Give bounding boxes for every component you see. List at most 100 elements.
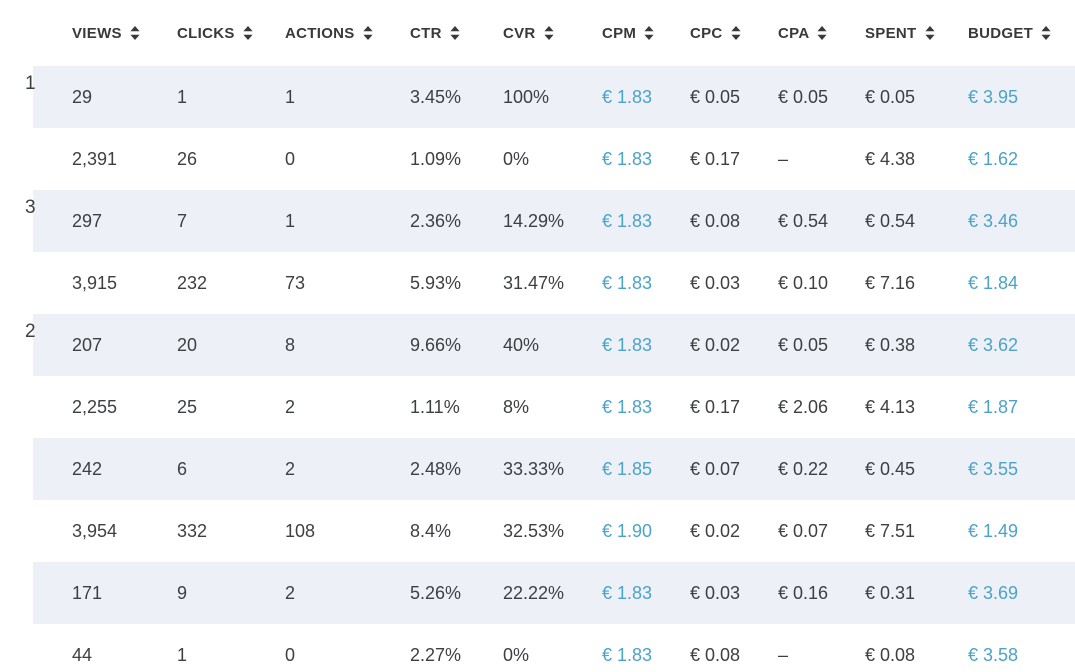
column-header-actions[interactable]: ACTIONS (285, 25, 410, 42)
column-label-ctr: CTR (410, 24, 442, 42)
table-row: 2,391 26 0 1.09% 0% € 1.83 € 0.17 – € 4.38 € 1.62 (33, 128, 1075, 190)
data-table: VIEWS CLICKS ACTIONS CTR CVR (33, 0, 1075, 672)
sort-icon[interactable] (450, 26, 460, 40)
cropped-text-fragment: 2 (25, 321, 36, 342)
cell-cpm: € 1.85 (602, 458, 653, 479)
cell-views: 242 (72, 458, 103, 479)
table-row: 207 20 8 9.66% 40% € 1.83 € 0.02 € 0.05 € 0.38 € … (33, 314, 1075, 376)
cell-cpc: € 0.07 (690, 458, 741, 479)
cell-cpm: € 1.83 (602, 644, 653, 665)
cell-spent: € 0.54 (865, 210, 916, 231)
column-header-cpm[interactable]: CPM (602, 25, 690, 42)
cell-cvr: 0% (503, 644, 530, 665)
cell-cvr: 33.33% (503, 458, 565, 479)
sort-icon[interactable] (644, 26, 654, 40)
column-label-views: VIEWS (72, 24, 122, 42)
cell-cpa: € 0.22 (778, 458, 829, 479)
cell-views: 297 (72, 210, 103, 231)
cell-cvr: 40% (503, 334, 540, 355)
sort-icon[interactable] (924, 26, 935, 40)
cell-cvr: 14.29% (503, 210, 565, 231)
cell-cpa: € 0.05 (778, 86, 829, 107)
cell-ctr: 5.26% (410, 582, 462, 603)
column-label-spent: SPENT (865, 24, 917, 42)
cell-spent: € 4.13 (865, 396, 916, 417)
cell-cpm: € 1.83 (602, 334, 653, 355)
cell-clicks: 1 (177, 644, 188, 665)
sort-icon[interactable] (543, 26, 554, 40)
cell-cpc: € 0.17 (690, 148, 741, 169)
cell-clicks: 332 (177, 520, 208, 541)
cell-cpa: – (778, 644, 789, 665)
table-row: 3,915 232 73 5.93% 31.47% € 1.83 € 0.03 € 0.10 €… (33, 252, 1075, 314)
cell-budget: € 1.87 (968, 396, 1019, 417)
cell-cpc: € 0.08 (690, 210, 741, 231)
cell-budget: € 3.69 (968, 582, 1019, 603)
table-row: 242 6 2 2.48% 33.33% € 1.85 € 0.07 € 0.22 € 0.45… (33, 438, 1075, 500)
cell-cpc: € 0.17 (690, 396, 741, 417)
column-label-cvr: CVR (503, 24, 536, 42)
table-body: 29 1 1 3.45% 100% € 1.83 € 0.05 € 0.05 € 0.05 € 3… (33, 66, 1075, 672)
cropped-text-fragment: 1 (25, 73, 36, 94)
column-header-views[interactable]: VIEWS (72, 25, 177, 42)
cell-spent: € 0.45 (865, 458, 916, 479)
cell-cpa: € 0.05 (778, 334, 829, 355)
cell-ctr: 9.66% (410, 334, 462, 355)
column-header-clicks[interactable]: CLICKS (177, 25, 285, 42)
sort-icon[interactable] (130, 26, 140, 40)
cell-ctr: 2.36% (410, 210, 462, 231)
cell-actions: 0 (285, 644, 296, 665)
cell-clicks: 25 (177, 396, 198, 417)
cell-cpa: € 2.06 (778, 396, 829, 417)
cell-actions: 2 (285, 582, 296, 603)
cell-budget: € 1.84 (968, 272, 1019, 293)
sort-icon[interactable] (817, 26, 828, 40)
cell-views: 3,915 (72, 272, 118, 293)
column-header-spent[interactable]: SPENT (865, 25, 968, 42)
cell-spent: € 7.16 (865, 272, 916, 293)
cell-spent: € 0.08 (865, 644, 916, 665)
cell-clicks: 26 (177, 148, 198, 169)
sort-icon[interactable] (1041, 26, 1051, 40)
cell-budget: € 3.95 (968, 86, 1019, 107)
cell-cpa: € 0.07 (778, 520, 829, 541)
column-header-cpc[interactable]: CPC (690, 25, 778, 42)
column-header-cpa[interactable]: CPA (778, 25, 865, 42)
cell-budget: € 3.58 (968, 644, 1019, 665)
column-label-clicks: CLICKS (177, 24, 235, 42)
cell-cpm: € 1.90 (602, 520, 653, 541)
cell-ctr: 8.4% (410, 520, 452, 541)
cell-cpc: € 0.05 (690, 86, 741, 107)
cell-ctr: 2.27% (410, 644, 462, 665)
table-row: 297 7 1 2.36% 14.29% € 1.83 € 0.08 € 0.54 € 0.54… (33, 190, 1075, 252)
sort-icon[interactable] (730, 26, 741, 40)
table-header-row: VIEWS CLICKS ACTIONS CTR CVR (33, 0, 1075, 66)
cell-cpc: € 0.08 (690, 644, 741, 665)
cell-actions: 8 (285, 334, 296, 355)
cell-cvr: 32.53% (503, 520, 565, 541)
cell-views: 29 (72, 86, 93, 107)
cell-clicks: 9 (177, 582, 188, 603)
cell-cvr: 22.22% (503, 582, 565, 603)
cell-views: 2,391 (72, 148, 118, 169)
cell-clicks: 232 (177, 272, 208, 293)
sort-icon[interactable] (243, 26, 253, 40)
column-header-budget[interactable]: BUDGET (968, 25, 1075, 42)
table-row: 171 9 2 5.26% 22.22% € 1.83 € 0.03 € 0.16 € 0.31… (33, 562, 1075, 624)
cell-actions: 0 (285, 148, 296, 169)
cell-spent: € 7.51 (865, 520, 916, 541)
cell-cpa: – (778, 148, 789, 169)
cell-spent: € 0.38 (865, 334, 916, 355)
column-header-ctr[interactable]: CTR (410, 25, 503, 42)
cell-spent: € 4.38 (865, 148, 916, 169)
cell-views: 207 (72, 334, 103, 355)
sort-icon[interactable] (363, 26, 373, 40)
column-header-cvr[interactable]: CVR (503, 25, 602, 42)
cell-ctr: 2.48% (410, 458, 462, 479)
cell-spent: € 0.05 (865, 86, 916, 107)
cropped-text-fragment: 3 (25, 197, 36, 218)
cell-ctr: 5.93% (410, 272, 462, 293)
table-row: 2,255 25 2 1.11% 8% € 1.83 € 0.17 € 2.06 € 4.13 €… (33, 376, 1075, 438)
cell-actions: 73 (285, 272, 306, 293)
table-row: 3,954 332 108 8.4% 32.53% € 1.90 € 0.02 € 0.07 €… (33, 500, 1075, 562)
